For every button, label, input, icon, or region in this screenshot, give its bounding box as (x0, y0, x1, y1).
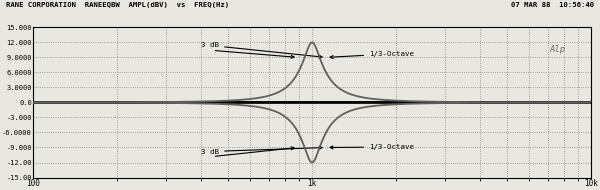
Text: 07 MAR 88  10:56:40: 07 MAR 88 10:56:40 (511, 2, 594, 8)
Text: RANE CORPORATION  RANEEQBW  AMPL(dBV)  vs  FREQ(Hz): RANE CORPORATION RANEEQBW AMPL(dBV) vs F… (6, 2, 229, 8)
Text: 1/3-Octave: 1/3-Octave (330, 51, 414, 59)
Text: 1/3-Octave: 1/3-Octave (330, 144, 414, 150)
Text: 3 dB: 3 dB (201, 146, 322, 154)
Text: Alp: Alp (550, 45, 566, 54)
Text: 3 dB: 3 dB (201, 42, 322, 58)
